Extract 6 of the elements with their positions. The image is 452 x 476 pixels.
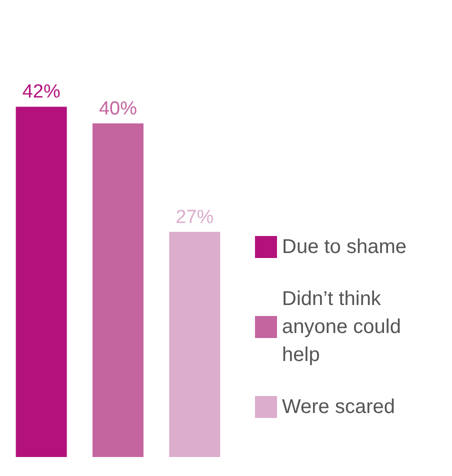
legend-label: Due to shame	[282, 236, 407, 258]
legend-label: Didn’t think anyone could help	[282, 288, 407, 366]
legend-label: Were scared	[282, 396, 396, 418]
data-label: 42%	[22, 82, 60, 103]
data-label: 40%	[98, 98, 138, 120]
data-label: 27%	[176, 206, 214, 228]
